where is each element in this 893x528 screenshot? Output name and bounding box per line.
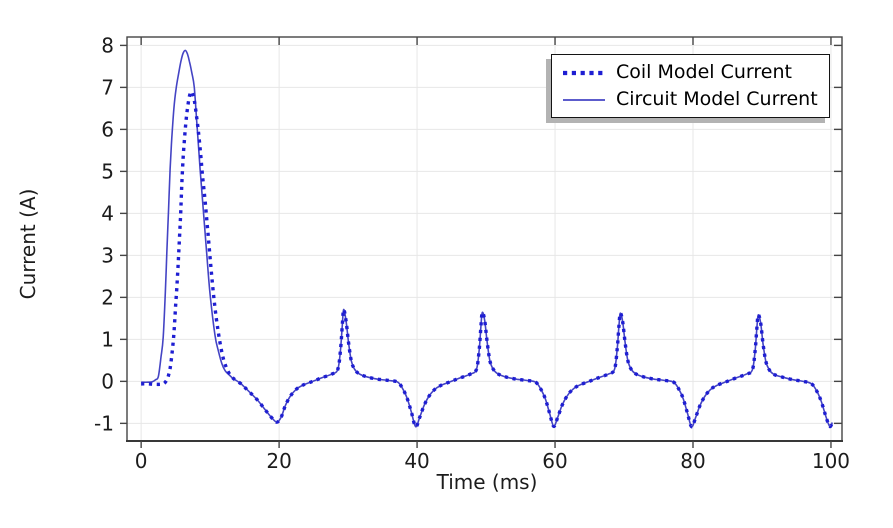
x-tick-label: 80 bbox=[680, 449, 705, 473]
y-tick-label: 5 bbox=[101, 159, 114, 183]
y-tick-label: 3 bbox=[101, 243, 114, 267]
y-tick-label: 6 bbox=[101, 117, 114, 141]
y-tick-label: -1 bbox=[94, 411, 114, 435]
y-tick-label: 0 bbox=[101, 369, 114, 393]
x-tick-label: 20 bbox=[266, 449, 291, 473]
dotted-line-marker bbox=[563, 70, 605, 75]
legend-item-coil-model-current: Coil Model Current bbox=[562, 59, 829, 86]
legend-label: Circuit Model Current bbox=[616, 88, 818, 110]
legend-item-circuit-model-current: Circuit Model Current bbox=[562, 86, 829, 113]
series-coil-model-current bbox=[141, 89, 834, 429]
x-tick-label: 60 bbox=[542, 449, 567, 473]
y-tick-label: 7 bbox=[101, 75, 114, 99]
x-tick-label: 0 bbox=[135, 449, 148, 473]
y-tick-label: 8 bbox=[101, 33, 114, 57]
x-tick-label: 100 bbox=[812, 449, 850, 473]
solid-line-marker bbox=[563, 98, 605, 101]
legend-label: Coil Model Current bbox=[616, 61, 792, 83]
y-tick-label: 2 bbox=[101, 285, 114, 309]
legend: Coil Model Current Circuit Model Current bbox=[551, 54, 830, 118]
y-tick-label: 1 bbox=[101, 327, 114, 351]
y-tick-label: 4 bbox=[101, 201, 114, 225]
x-axis-title: Time (ms) bbox=[436, 470, 538, 494]
y-axis-title: Current (A) bbox=[16, 188, 40, 300]
series-circuit-model-current bbox=[141, 49, 834, 428]
x-tick-label: 40 bbox=[404, 449, 429, 473]
